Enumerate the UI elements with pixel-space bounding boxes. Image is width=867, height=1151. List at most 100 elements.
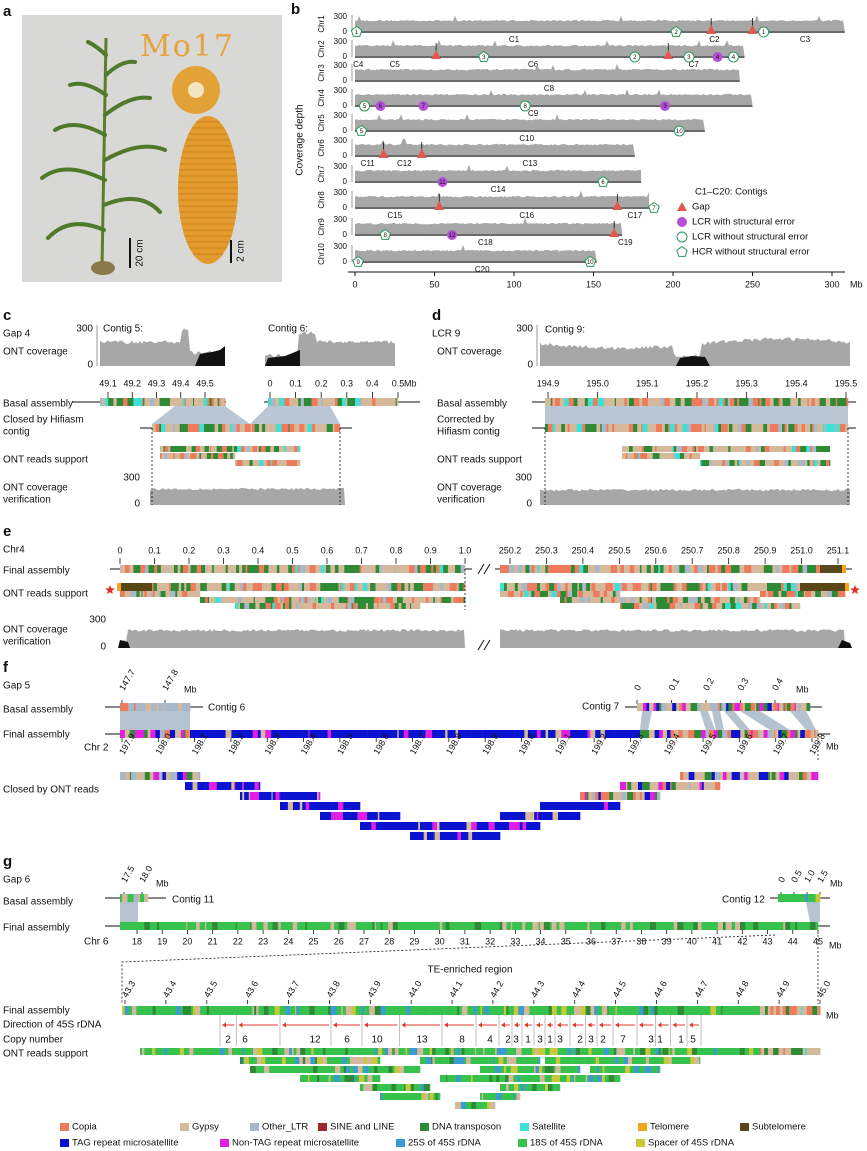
repeat-segment: [806, 922, 808, 930]
tick-label: 195.2: [686, 378, 709, 388]
repeat-segment: [227, 782, 232, 790]
repeat-segment: [142, 591, 145, 597]
repeat-segment: [768, 398, 771, 406]
repeat-segment: [460, 565, 466, 573]
repeat-segment: [429, 1093, 434, 1100]
repeat-segment: [252, 446, 255, 452]
repeat-segment: [128, 703, 135, 711]
copy-number: 2: [505, 1035, 511, 1046]
repeat-segment: [500, 1066, 505, 1073]
repeat-segment: [778, 730, 781, 738]
copy-number: 1: [547, 1035, 553, 1046]
repeat-segment: [725, 603, 731, 609]
repeat-segment: [573, 730, 578, 738]
repeat-segment: [457, 832, 462, 840]
repeat-segment: [634, 922, 638, 930]
repeat-segment: [265, 1057, 270, 1064]
repeat-segment: [127, 398, 131, 406]
repeat-segment: [631, 1006, 636, 1015]
repeat-segment: [197, 782, 202, 790]
repeat-segment: [614, 1066, 618, 1073]
repeat-segment: [696, 398, 703, 406]
repeat-segment: [658, 1048, 661, 1055]
repeat-segment: [536, 730, 539, 738]
repeat-segment: [577, 730, 581, 738]
repeat-segment: [750, 446, 757, 452]
repeat-segment: [649, 1057, 652, 1064]
repeat-segment: [360, 822, 365, 830]
axis-unit: Mb: [156, 878, 169, 888]
repeat-segment: [404, 583, 409, 591]
repeat-segment: [525, 922, 529, 930]
tick-label: 1.0: [802, 868, 817, 884]
repeat-segment: [279, 565, 286, 573]
repeat-segment: [602, 1066, 605, 1073]
repeat-segment: [527, 1084, 533, 1091]
repeat-segment: [174, 565, 178, 573]
repeat-segment: [617, 565, 621, 573]
row-label: Basal assembly: [3, 705, 73, 716]
repeat-segment: [723, 398, 726, 406]
repeat-segment: [600, 1057, 603, 1064]
repeat-segment: [488, 1057, 491, 1064]
repeat-segment: [776, 446, 780, 452]
repeat-segment: [393, 1048, 396, 1055]
repeat-segment: [555, 1075, 561, 1082]
repeat-segment: [172, 424, 175, 432]
repeat-segment: [842, 398, 845, 406]
repeat-segment: [785, 922, 791, 930]
repeat-segment: [284, 1066, 288, 1073]
repeat-segment: [163, 1006, 168, 1015]
repeat-segment: [572, 591, 578, 597]
repeat-segment: [149, 922, 152, 930]
copy-number: 7: [620, 1035, 626, 1046]
repeat-segment: [158, 703, 164, 711]
repeat-segment: [375, 565, 380, 573]
repeat-segment: [627, 792, 634, 800]
repeat-segment: [659, 453, 666, 459]
repeat-segment: [320, 802, 323, 810]
repeat-segment: [647, 782, 650, 790]
repeat-segment: [276, 565, 280, 573]
repeat-segment: [513, 1075, 518, 1082]
repeat-segment: [716, 603, 723, 609]
repeat-segment: [799, 894, 806, 902]
repeat-segment: [568, 812, 575, 820]
repeat-segment: [131, 922, 134, 930]
repeat-segment: [554, 583, 558, 591]
repeat-segment: [517, 565, 523, 573]
repeat-segment: [195, 1048, 201, 1055]
repeat-segment: [447, 730, 451, 738]
repeat-segment: [764, 1048, 769, 1055]
repeat-segment: [737, 398, 740, 406]
repeat-segment: [539, 1084, 543, 1091]
repeat-segment: [560, 1057, 566, 1064]
repeat-segment: [175, 922, 179, 930]
repeat-segment: [401, 603, 406, 609]
tick-label: 44.8: [733, 979, 750, 999]
copy-number: 3: [588, 1035, 594, 1046]
contig-label: Contig 6:: [268, 324, 308, 335]
repeat-segment: [348, 1075, 350, 1082]
repeat-segment: [678, 603, 681, 609]
repeat-segment: [306, 792, 311, 800]
repeat-segment: [223, 446, 228, 452]
repeat-segment: [754, 583, 760, 591]
repeat-segment: [717, 460, 723, 466]
repeat-segment: [590, 1066, 595, 1073]
repeat-segment: [258, 446, 262, 452]
repeat-segment: [385, 1048, 389, 1055]
repeat-segment: [603, 802, 609, 810]
repeat-segment: [163, 703, 165, 711]
tick-label: 250.4: [572, 545, 595, 555]
repeat-segment: [655, 922, 658, 930]
repeat-segment: [440, 1075, 446, 1082]
repeat-segment: [269, 424, 277, 432]
coverage-tick: 300: [76, 324, 93, 335]
repeat-segment: [630, 922, 634, 930]
repeat-segment: [127, 772, 131, 780]
repeat-segment: [577, 1066, 581, 1073]
repeat-segment: [716, 1006, 722, 1015]
repeat-segment: [622, 453, 626, 459]
repeat-segment: [798, 603, 801, 609]
